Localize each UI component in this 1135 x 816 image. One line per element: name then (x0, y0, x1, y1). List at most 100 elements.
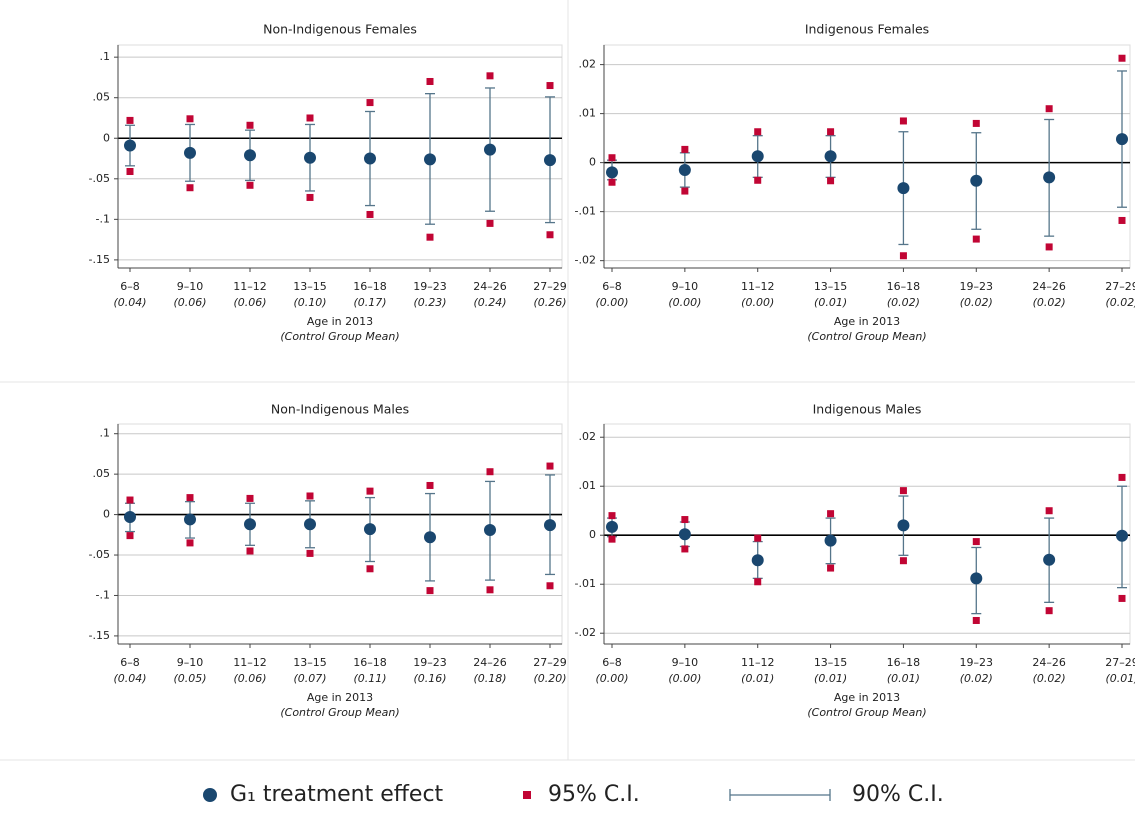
x-tick-note: (0.20) (533, 672, 566, 685)
ci95-marker (972, 538, 980, 546)
x-tick-note: (0.23) (413, 296, 446, 309)
x-tick-label: 16–18 (887, 656, 921, 669)
x-tick-label: 27–29 (1105, 656, 1135, 669)
estimate-point (1116, 133, 1128, 146)
x-tick-label: 19–23 (960, 280, 994, 293)
y-tick-label: 0 (103, 131, 110, 144)
x-tick-label: 9–10 (177, 656, 204, 669)
y-tick-label: -.05 (89, 172, 110, 185)
x-tick-note: (0.01) (741, 672, 774, 685)
x-tick-label: 19–23 (960, 656, 994, 669)
x-tick-label: 13–15 (814, 656, 848, 669)
estimate-point (1116, 529, 1128, 542)
ci95-marker (246, 547, 254, 555)
ci95-marker (1118, 216, 1126, 224)
estimate-point (184, 513, 196, 526)
ci95-marker (186, 184, 194, 192)
panel-title: Non-Indigenous Females (263, 22, 417, 37)
x-tick-note: (0.18) (473, 672, 506, 685)
ci95-marker (426, 481, 434, 489)
y-tick-label: .05 (93, 467, 111, 480)
estimate-point (364, 152, 376, 165)
x-tick-label: 11–12 (233, 280, 267, 293)
legend-label: G₁ treatment effect (230, 782, 444, 807)
y-tick-label: -.02 (575, 254, 596, 267)
ci95-marker (486, 586, 494, 594)
ci95-marker (972, 616, 980, 624)
x-axis-label: Age in 2013 (307, 691, 373, 704)
x-tick-note: (0.02) (1033, 672, 1066, 685)
y-tick-label: .1 (100, 50, 111, 63)
ci95-marker (608, 154, 616, 162)
ci95-marker (899, 117, 907, 125)
y-tick-label: .02 (579, 58, 597, 71)
ci95-marker (306, 114, 314, 122)
x-tick-label: 11–12 (741, 280, 775, 293)
x-tick-label: 24–26 (1032, 656, 1066, 669)
x-tick-note: (0.01) (1105, 672, 1135, 685)
ci95-marker (827, 564, 835, 572)
x-tick-label: 9–10 (672, 280, 699, 293)
ci95-marker (754, 578, 762, 586)
x-tick-label: 27–29 (533, 656, 567, 669)
estimate-point (606, 166, 618, 179)
x-tick-label: 6–8 (120, 280, 140, 293)
y-tick-label: -.02 (575, 626, 596, 639)
y-tick-label: -.1 (96, 212, 110, 225)
ci95-marker (246, 121, 254, 129)
y-tick-label: -.1 (96, 588, 110, 601)
ci95-marker (754, 128, 762, 136)
x-tick-note: (0.01) (887, 672, 920, 685)
x-axis-label: Age in 2013 (834, 315, 900, 328)
ci95-marker (306, 549, 314, 557)
x-tick-note: (0.02) (887, 296, 920, 309)
ci95-marker (186, 115, 194, 123)
y-tick-label: -.15 (89, 253, 110, 266)
estimate-point (970, 572, 983, 585)
estimate-point (824, 150, 837, 163)
x-tick-note: (0.02) (960, 672, 993, 685)
x-tick-note: (0.04) (113, 672, 146, 685)
x-tick-label: 16–18 (353, 656, 387, 669)
estimate-point (124, 511, 136, 524)
ci95-marker (426, 233, 434, 241)
x-tick-note: (0.00) (741, 296, 774, 309)
x-tick-label: 19–23 (413, 280, 447, 293)
x-tick-note: (0.24) (473, 296, 506, 309)
x-tick-note: (0.05) (173, 672, 206, 685)
ci95-marker (366, 210, 374, 218)
ci95-marker (827, 177, 835, 185)
panel-title: Non-Indigenous Males (271, 402, 409, 417)
estimate-point (304, 518, 316, 531)
estimate-point (897, 182, 910, 195)
ci95-marker (1118, 594, 1126, 602)
x-tick-note: (0.07) (293, 672, 326, 685)
estimate-point (184, 146, 196, 159)
ci95-marker (754, 534, 762, 542)
estimate-point (484, 523, 496, 536)
estimate-point (1043, 553, 1056, 566)
x-tick-label: 6–8 (120, 656, 140, 669)
ci95-marker (126, 496, 134, 504)
ci95-marker (246, 494, 254, 502)
ci95-marker (306, 193, 314, 201)
estimate-point (124, 139, 136, 152)
x-tick-note: (0.26) (533, 296, 566, 309)
ci95-marker (1118, 473, 1126, 481)
x-tick-note: (0.01) (814, 672, 847, 685)
x-tick-label: 6–8 (602, 280, 622, 293)
x-tick-label: 9–10 (672, 656, 699, 669)
x-tick-note: (0.00) (668, 672, 701, 685)
x-tick-note: (0.02) (1033, 296, 1066, 309)
y-tick-label: .05 (93, 91, 111, 104)
x-tick-label: 13–15 (814, 280, 848, 293)
x-tick-label: 24–26 (1032, 280, 1066, 293)
ci95-marker (546, 462, 554, 470)
legend-label: 95% C.I. (548, 782, 640, 807)
ci95-marker (426, 77, 434, 85)
ci95-marker (608, 535, 616, 543)
y-tick-label: .02 (579, 430, 597, 443)
ci95-marker (366, 487, 374, 495)
x-tick-note: (0.04) (113, 296, 146, 309)
legend-label: 90% C.I. (852, 782, 944, 807)
